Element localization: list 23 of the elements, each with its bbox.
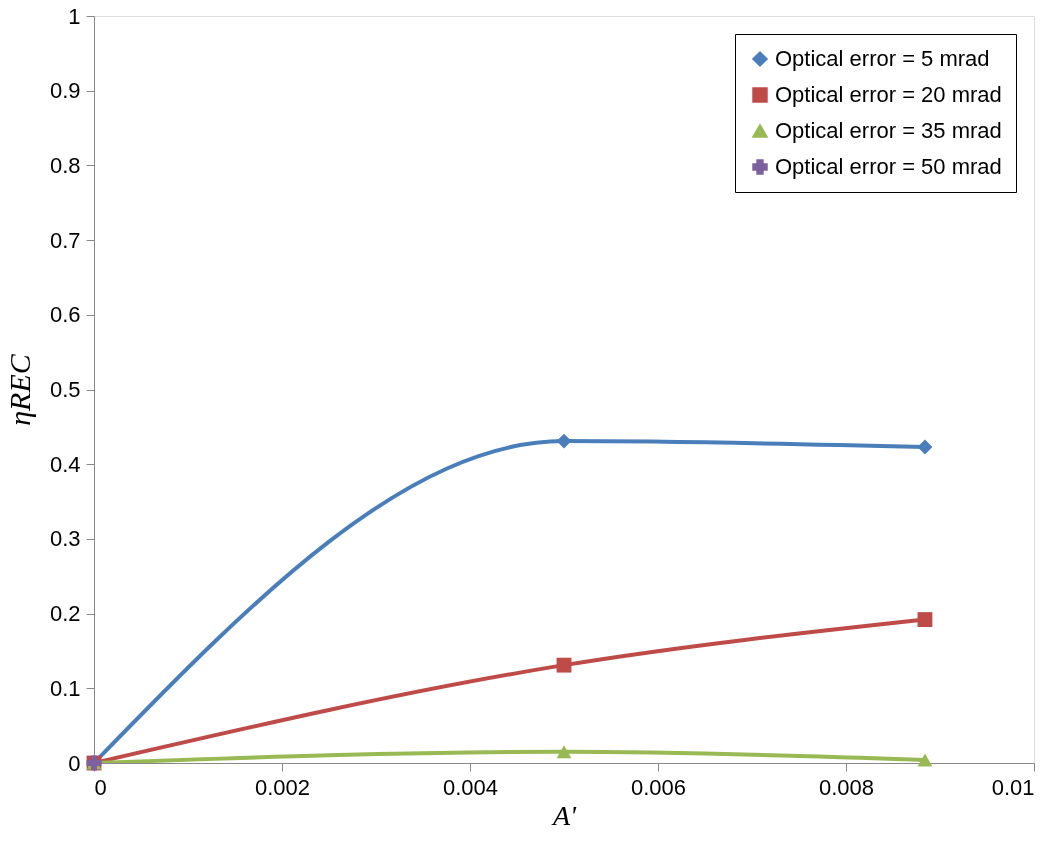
y-axis-title: ηREC [2, 353, 36, 426]
y-tick-label: 0.1 [49, 675, 81, 701]
x-tick-label: 0.004 [442, 774, 499, 800]
legend-label: Optical error = 20 mrad [775, 82, 1002, 107]
y-tick-label: 0.6 [49, 302, 81, 328]
y-tick-label: 0.8 [49, 152, 81, 178]
y-tick-label: 0.5 [49, 377, 81, 402]
legend-label: Optical error = 50 mrad [775, 154, 1002, 179]
x-tick-label: 0 [94, 774, 107, 800]
y-tick-label: 0.7 [49, 227, 81, 253]
y-tick-label: 0.4 [49, 451, 81, 477]
x-axis-title: A' [550, 799, 578, 831]
x-tick-label: 0.01 [991, 774, 1035, 800]
y-tick-label: 0 [68, 750, 81, 776]
legend-label: Optical error = 5 mrad [775, 46, 990, 71]
y-tick-label: 0.3 [49, 526, 81, 552]
y-tick-label: 0.2 [49, 601, 81, 627]
y-tick-label: 0.9 [49, 78, 81, 104]
x-tick-label: 0.002 [254, 774, 311, 800]
y-tick-label: 1 [68, 3, 81, 29]
x-tick-label: 0.006 [630, 774, 687, 800]
x-tick-label: 0.008 [818, 774, 875, 800]
legend-label: Optical error = 35 mrad [775, 118, 1002, 143]
